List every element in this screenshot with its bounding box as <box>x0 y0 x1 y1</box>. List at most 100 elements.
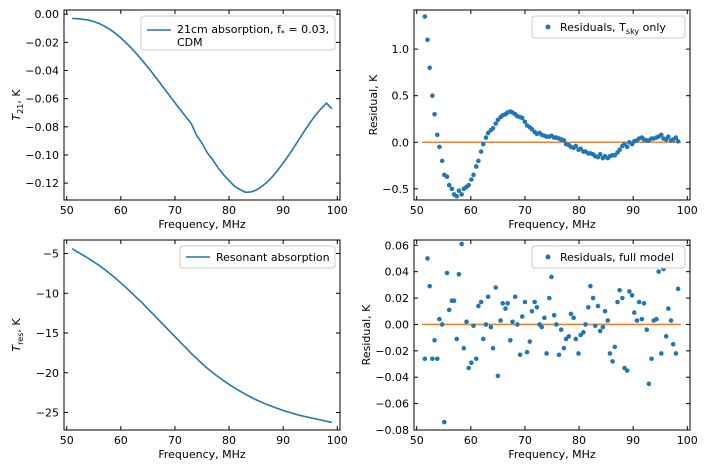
bl-ytick-label: −25 <box>36 407 59 420</box>
bl-xtick-label: 60 <box>114 434 128 447</box>
br-point <box>500 301 506 306</box>
br-point <box>488 324 494 330</box>
br-point <box>437 316 442 322</box>
tr-point <box>459 192 464 197</box>
br-point <box>454 336 460 342</box>
tl-ytick-label: −0.02 <box>25 36 59 49</box>
br-point <box>627 289 632 294</box>
tr-legend-box <box>531 15 686 39</box>
tr-point <box>573 143 579 149</box>
bl-ytick-label: −5 <box>43 248 59 261</box>
br-point <box>654 316 659 322</box>
tr-point <box>425 37 430 43</box>
br-point <box>590 295 596 301</box>
tl-series-line <box>72 17 333 194</box>
tr-xtick-label: 60 <box>464 204 478 217</box>
tl-ytick-label: −0.10 <box>25 149 59 162</box>
tr-xtick-label: 100 <box>677 204 698 217</box>
br-ytick-label: 0.06 <box>385 239 410 252</box>
tr-xlabel: Frequency, MHz <box>508 218 596 231</box>
tr-legend-marker <box>545 24 551 30</box>
tr-point <box>519 115 525 121</box>
br-point <box>439 322 445 327</box>
tr-point <box>480 141 486 147</box>
br-point <box>585 304 591 310</box>
br-point <box>639 316 645 322</box>
tl-legend-box <box>140 15 336 51</box>
br-xlabel: Frequency, MHz <box>508 448 596 461</box>
panel-tr: 50 60 70 80 90 100 1.0 0.5 0.0 −0.5 Frequency, MH… <box>367 9 698 231</box>
br-point <box>573 336 579 342</box>
br-point <box>483 322 489 327</box>
br-point <box>527 339 533 344</box>
br-point <box>490 345 496 351</box>
br-point <box>432 337 437 343</box>
tr-point <box>449 186 455 192</box>
br-point <box>442 419 447 425</box>
bl-xtick-label: 80 <box>222 434 236 447</box>
br-point <box>434 356 440 362</box>
br-point <box>444 270 450 276</box>
br-point <box>624 368 630 373</box>
bl-legend-text: Resonant absorption <box>216 251 330 264</box>
tr-point <box>490 125 496 131</box>
br-point <box>534 304 540 310</box>
tr-point <box>673 135 679 140</box>
tl-xtick-label: 90 <box>276 204 290 217</box>
tr-legend-text-sub: sky <box>626 27 640 36</box>
br-point <box>512 294 518 300</box>
br-point <box>568 311 574 317</box>
br-point <box>469 360 474 366</box>
tr-point <box>471 172 476 178</box>
bl-legend: Resonant absorption <box>179 245 336 269</box>
br-point <box>498 318 503 323</box>
br-legend-box <box>531 245 686 269</box>
br-point <box>561 345 567 351</box>
tl-legend: 21cm absorption, f* = 0.03, CDM <box>140 15 336 51</box>
tr-legend-text-suffix: only <box>639 21 666 34</box>
tr-point <box>430 93 435 98</box>
br-point <box>503 306 508 311</box>
br-point <box>668 318 674 323</box>
br-point <box>571 315 576 321</box>
br-legend-text: Residuals, full model <box>560 251 674 264</box>
br-point <box>539 324 545 330</box>
br-point <box>595 303 601 309</box>
tr-ylabel: Residual, K <box>367 74 380 135</box>
br-point <box>629 293 635 298</box>
tl-xtick-label: 50 <box>60 204 74 217</box>
tr-point <box>432 112 437 117</box>
bl-xlabel: Frequency, MHz <box>158 448 246 461</box>
br-point <box>617 287 622 293</box>
br-point <box>612 344 618 350</box>
bl-ytick-label: −15 <box>36 327 59 340</box>
bl-xtick-label: 70 <box>168 434 182 447</box>
tr-point <box>666 134 671 139</box>
tl-ylabel-suffix: , K <box>10 89 23 104</box>
br-point <box>510 319 515 325</box>
br-point <box>464 319 469 325</box>
br-ticks: 50 60 70 80 90 100 0.06 0.04 0.02 0.00 −0.02 −0.04 −… <box>375 239 698 447</box>
bl-ytick-label: −10 <box>36 287 59 300</box>
tr-point <box>444 174 450 180</box>
br-point <box>517 352 523 358</box>
br-xtick-label: 80 <box>572 434 586 447</box>
br-point <box>666 306 671 311</box>
bl-legend-box <box>179 245 336 269</box>
br-point <box>607 351 613 356</box>
br-xtick-label: 100 <box>677 434 698 447</box>
br-point <box>480 336 486 342</box>
bl-ytick-label: −20 <box>36 367 59 380</box>
br-point <box>558 327 564 333</box>
br-point <box>524 349 530 355</box>
br-point <box>466 365 471 371</box>
br-point <box>644 327 650 333</box>
br-point <box>549 274 554 280</box>
tl-xlabel: Frequency, MHz <box>158 218 246 231</box>
br-point <box>634 318 640 323</box>
br-xtick-label: 90 <box>626 434 640 447</box>
tr-legend-text: Residuals, Tsky only <box>560 21 666 36</box>
br-xtick-label: 50 <box>410 434 424 447</box>
tl-ylabel: T21, K <box>10 89 25 121</box>
